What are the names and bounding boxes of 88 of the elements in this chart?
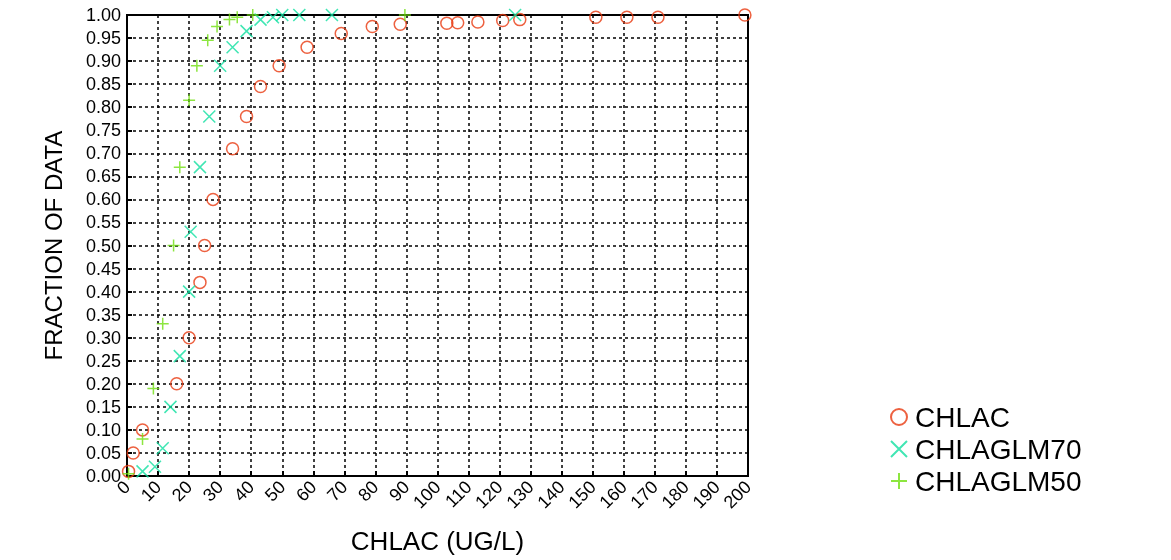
y-tick-label: 0.05 — [85, 442, 121, 463]
point — [225, 141, 240, 156]
point — [589, 10, 603, 25]
y-tick-label: 0.20 — [85, 373, 121, 394]
x-axis-title: CHLAC (UG/L) — [350, 526, 525, 556]
point — [292, 8, 307, 22]
point — [155, 441, 170, 456]
point — [173, 160, 187, 174]
point — [206, 192, 220, 207]
legend-label: CHLAGLM70 — [915, 433, 1082, 465]
point — [148, 460, 162, 474]
point — [193, 160, 207, 174]
point — [495, 13, 510, 28]
point — [365, 19, 380, 34]
y-tick-label: 0.55 — [85, 212, 121, 233]
point — [135, 432, 150, 446]
point — [173, 349, 187, 363]
y-tick-label: 0.25 — [85, 350, 121, 371]
point — [126, 446, 140, 460]
x-tick-label: 40 — [229, 476, 259, 506]
point — [190, 58, 204, 73]
point — [182, 93, 196, 108]
point — [275, 8, 289, 22]
y-axis-title: FRACTION OF DATA — [39, 130, 67, 361]
point — [508, 8, 522, 22]
y-tick-label: 0.50 — [85, 235, 121, 256]
point — [197, 238, 212, 253]
point — [166, 238, 181, 253]
y-tick-label: 0.10 — [85, 419, 121, 440]
point — [620, 10, 634, 25]
y-tick-label: 0.85 — [85, 74, 121, 95]
point — [230, 10, 244, 25]
y-tick-label: 0.95 — [85, 28, 121, 49]
point — [253, 12, 268, 27]
x-tick-label: 10 — [136, 476, 166, 506]
point — [738, 8, 752, 22]
point — [213, 58, 227, 73]
point — [300, 40, 314, 55]
point — [193, 275, 207, 290]
point — [183, 224, 198, 239]
y-tick-label: 0.35 — [85, 304, 121, 325]
y-tick-label: 0.60 — [85, 189, 121, 210]
y-tick-label: 0.15 — [85, 396, 121, 417]
point — [239, 24, 254, 38]
point — [398, 8, 412, 22]
point — [155, 317, 170, 331]
point — [222, 12, 237, 27]
point — [202, 109, 217, 124]
point — [253, 79, 268, 94]
x-tick-label: 50 — [261, 476, 290, 506]
point — [135, 423, 150, 437]
x-tick-label: 80 — [354, 476, 383, 506]
point — [513, 12, 527, 27]
point — [651, 10, 665, 25]
y-tick-label: 0.70 — [85, 143, 121, 164]
point — [169, 377, 184, 391]
point — [146, 381, 161, 396]
point — [182, 284, 196, 299]
y-tick-label: 0.65 — [85, 166, 121, 187]
point — [225, 40, 240, 55]
y-tick-label: 0.40 — [85, 281, 121, 302]
y-tick-label: 0.90 — [85, 51, 121, 72]
point — [135, 464, 150, 479]
point — [163, 400, 178, 414]
point — [450, 16, 465, 30]
point — [239, 109, 254, 124]
y-tick-label: 0.80 — [85, 97, 121, 118]
point — [393, 17, 407, 31]
point — [182, 330, 196, 345]
legend-label: CHLAGLM50 — [915, 465, 1082, 497]
y-tick-label: 1.00 — [85, 5, 121, 25]
point — [334, 26, 348, 41]
x-tick-label: 70 — [323, 476, 352, 506]
x-tick-label: 20 — [167, 476, 197, 506]
y-tick-label: 0.45 — [85, 258, 121, 279]
point — [210, 19, 224, 34]
point — [200, 33, 215, 48]
y-tick-label: 0.30 — [85, 327, 121, 348]
x-tick-label: 60 — [292, 476, 321, 506]
legend-label: CHLAC — [915, 401, 1010, 433]
point — [246, 8, 260, 22]
x-tick-label: 30 — [198, 476, 228, 506]
point — [272, 58, 286, 73]
point — [325, 8, 339, 22]
point — [266, 10, 280, 25]
point — [471, 15, 485, 29]
point — [440, 16, 454, 31]
y-tick-label: 0.75 — [85, 120, 121, 141]
